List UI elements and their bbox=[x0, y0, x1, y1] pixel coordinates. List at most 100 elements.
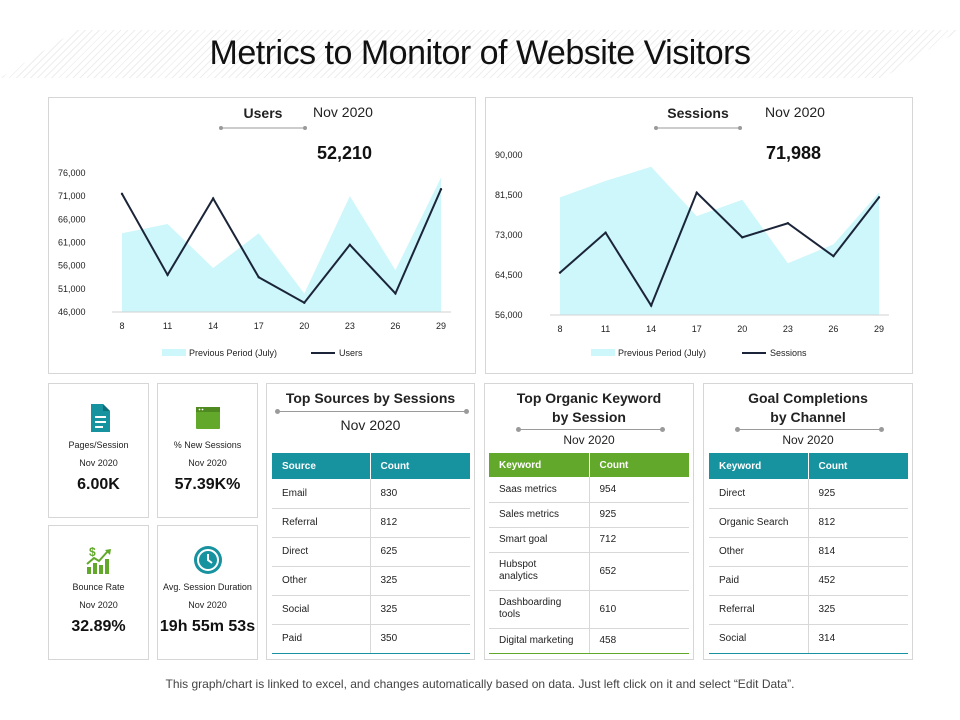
table-row: Social 325 bbox=[272, 595, 470, 625]
area-series-previous-period bbox=[560, 166, 879, 315]
line-point bbox=[211, 197, 215, 200]
metric-card-bounce-rate: $ Bounce Rate Nov 2020 32.89% bbox=[48, 525, 149, 660]
table-row: Organic Search 812 bbox=[709, 508, 908, 538]
chart-heading: Sessions bbox=[667, 105, 729, 121]
table-cell: Referral bbox=[709, 595, 808, 625]
x-tick-label: 29 bbox=[436, 321, 446, 331]
x-tick-label: 29 bbox=[874, 324, 884, 334]
table-row: Other 814 bbox=[709, 537, 908, 567]
table-cell: Paid bbox=[272, 624, 370, 654]
table-cell: 452 bbox=[807, 566, 908, 596]
table-row: Sales metrics 925 bbox=[489, 502, 689, 528]
line-point bbox=[558, 271, 562, 274]
panel-date: Nov 2020 bbox=[340, 417, 401, 433]
chart-heading: Users bbox=[244, 105, 283, 121]
x-tick-label: 26 bbox=[828, 324, 838, 334]
table-cell: 812 bbox=[369, 508, 470, 538]
metric-label: Bounce Rate bbox=[72, 582, 125, 592]
table-cell: 925 bbox=[588, 502, 689, 528]
table-cell: 712 bbox=[588, 527, 689, 553]
panel-title-line1: Goal Completions bbox=[748, 390, 868, 406]
x-tick-label: 17 bbox=[254, 321, 264, 331]
table-cell: Smart goal bbox=[489, 527, 589, 553]
table-cell: 350 bbox=[369, 624, 470, 654]
table-cell: 325 bbox=[369, 595, 470, 625]
table-cell: 325 bbox=[369, 566, 470, 596]
line-series bbox=[559, 190, 880, 308]
metric-date: Nov 2020 bbox=[79, 458, 118, 468]
area-series-previous-period bbox=[122, 177, 441, 312]
x-tick-label: 23 bbox=[783, 324, 793, 334]
line-point bbox=[348, 243, 352, 247]
metric-date: Nov 2020 bbox=[79, 600, 118, 610]
table-cell: Dashboarding tools bbox=[489, 590, 589, 629]
line-point bbox=[649, 304, 653, 307]
goals-table: Keyword Count Direct 925 Organic Search 81… bbox=[709, 453, 908, 654]
metric-card-pages-session: Pages/Session Nov 2020 6.00K bbox=[48, 383, 149, 518]
keywords-table: Keyword Count Saas metrics 954 Sales metr… bbox=[489, 453, 689, 654]
line-point bbox=[303, 301, 306, 304]
metric-value: 32.89% bbox=[71, 618, 126, 635]
legend-label: Users bbox=[339, 348, 363, 358]
panel-date: Nov 2020 bbox=[563, 433, 615, 447]
table-cell: Digital marketing bbox=[489, 628, 589, 654]
table-cell: 830 bbox=[369, 479, 470, 509]
x-tick-label: 26 bbox=[390, 321, 400, 331]
title-hatch-decoration bbox=[0, 30, 960, 78]
y-tick-label: 71,000 bbox=[58, 191, 86, 201]
table-row: Hubspot analytics 652 bbox=[489, 552, 689, 591]
line-point bbox=[741, 236, 744, 239]
svg-text:$: $ bbox=[89, 545, 96, 559]
table-row: Paid 350 bbox=[272, 624, 470, 654]
table-cell: 325 bbox=[807, 595, 908, 625]
metric-value: 19h 55m 53s bbox=[159, 618, 256, 635]
table-cell: Social bbox=[272, 595, 370, 625]
y-tick-label: 51,000 bbox=[58, 284, 86, 294]
table-cell: 814 bbox=[807, 537, 908, 567]
top-sources-panel: Top Sources by Sessions Nov 2020 Source … bbox=[266, 383, 475, 660]
legend-swatch-area bbox=[162, 349, 186, 356]
y-tick-label: 81,500 bbox=[495, 190, 523, 200]
table-cell: 925 bbox=[807, 479, 908, 509]
panel-title: Top Sources by Sessions bbox=[285, 390, 456, 406]
title-divider bbox=[516, 427, 665, 432]
table-row: Referral 812 bbox=[272, 508, 470, 538]
table-row: Other 325 bbox=[272, 566, 470, 596]
column-header: Count bbox=[369, 453, 470, 479]
table-cell: Direct bbox=[272, 537, 370, 567]
table-cell: 314 bbox=[807, 624, 908, 654]
table-row: Direct 925 bbox=[709, 479, 908, 509]
table-cell: Direct bbox=[709, 479, 808, 509]
line-point bbox=[604, 231, 607, 234]
table-cell: Email bbox=[272, 479, 370, 509]
line-point bbox=[786, 222, 790, 225]
metric-date: Nov 2020 bbox=[188, 458, 227, 468]
metric-label: Pages/Session bbox=[68, 440, 129, 450]
x-tick-label: 23 bbox=[345, 321, 355, 331]
x-tick-label: 11 bbox=[601, 324, 610, 334]
x-tick-label: 14 bbox=[208, 321, 218, 331]
column-header: Keyword bbox=[719, 460, 762, 472]
table-cell: Other bbox=[709, 537, 808, 567]
table-cell: Organic Search bbox=[709, 508, 808, 538]
x-tick-label: 17 bbox=[692, 324, 702, 334]
chart-value: 52,210 bbox=[317, 143, 372, 163]
table-row: Email 830 bbox=[272, 479, 470, 509]
line-point bbox=[695, 191, 698, 194]
panel-date: Nov 2020 bbox=[782, 433, 834, 447]
document-icon bbox=[90, 404, 110, 432]
y-tick-label: 56,000 bbox=[495, 310, 523, 320]
line-series bbox=[121, 188, 442, 305]
table-cell: 652 bbox=[588, 552, 689, 591]
table-cell: Hubspot analytics bbox=[489, 552, 589, 591]
column-header: Source bbox=[282, 460, 316, 472]
table-cell: 625 bbox=[369, 537, 470, 567]
dollar-growth-chart-icon: $ bbox=[85, 545, 111, 574]
metric-value: 57.39K% bbox=[174, 476, 241, 493]
clock-icon bbox=[193, 546, 222, 574]
y-tick-label: 61,000 bbox=[58, 238, 86, 248]
users-chart-panel: Users Nov 2020 52,210 46,000 51,000 56,000 61,… bbox=[48, 97, 476, 374]
divider-dot bbox=[303, 126, 307, 130]
browser-window-icon bbox=[195, 407, 220, 429]
column-header: Count bbox=[588, 453, 689, 477]
